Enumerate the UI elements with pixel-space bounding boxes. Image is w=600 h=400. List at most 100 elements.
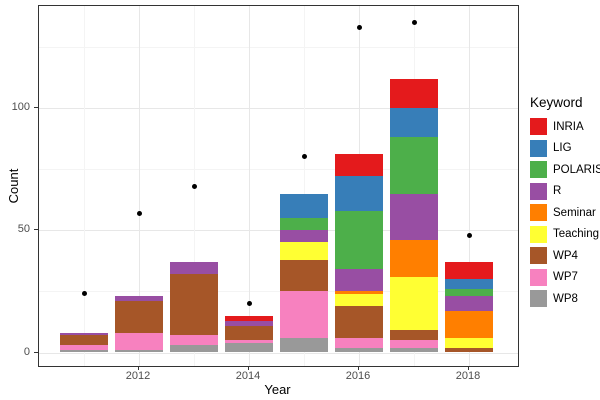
bar-segment-r [60, 332, 108, 336]
x-tick-label: 2012 [125, 370, 151, 382]
bar-segment-seminar [445, 310, 493, 338]
x-axis-title: Year [264, 382, 291, 397]
bar-segment-wp4 [170, 274, 218, 336]
bar-segment-teaching [280, 242, 328, 260]
scatter-dot [466, 232, 472, 238]
bar-segment-wp4 [335, 306, 383, 338]
bar-segment-lig [335, 176, 383, 211]
bar-segment-seminar [335, 291, 383, 294]
bar-segment-inria [335, 154, 383, 177]
legend-item: WP7 [530, 268, 600, 286]
gridline-y-major [39, 108, 518, 109]
scatter-dot [136, 210, 142, 216]
bar-segment-r [445, 296, 493, 311]
bar-segment-wp8 [170, 345, 218, 353]
bar-segment-wp4 [390, 330, 438, 341]
bar-segment-r [225, 320, 273, 326]
plot-panel [38, 5, 519, 367]
y-tick-label: 100 [11, 101, 30, 113]
legend-swatch [530, 268, 547, 286]
bar-segment-wp8 [335, 347, 383, 353]
bar-segment-teaching [445, 337, 493, 348]
bar-segment-lig [445, 279, 493, 289]
scatter-dot [191, 183, 197, 189]
bar-segment-wp7 [280, 291, 328, 338]
bar-segment-inria [445, 262, 493, 280]
legend-item-label: LIG [553, 142, 572, 154]
bar-segment-wp8 [225, 342, 273, 353]
legend-swatch [530, 247, 547, 264]
bar-segment-wp7 [390, 340, 438, 348]
bar-segment-seminar [390, 240, 438, 277]
bar-segment-wp8 [280, 337, 328, 353]
legend-title: Keyword [530, 95, 583, 110]
gridline-y-minor [39, 291, 518, 293]
bar-segment-wp4 [225, 325, 273, 341]
bar-segment-inria [390, 78, 438, 108]
legend-swatch [530, 118, 547, 135]
bar-segment-wp7 [115, 332, 163, 351]
bar-segment-wp4 [60, 335, 108, 346]
x-tick-label: 2018 [455, 370, 481, 382]
bar-segment-teaching [390, 276, 438, 331]
bar-segment-polaris [335, 210, 383, 270]
bar-segment-lig [390, 108, 438, 138]
bar-segment-polaris [445, 288, 493, 297]
bar-segment-r [115, 296, 163, 302]
legend-swatch [530, 204, 547, 221]
bar-segment-inria [225, 315, 273, 321]
legend-item-label: WP8 [553, 292, 578, 305]
legend-items: INRIA LIG POLARIS R Seminar Teaching WP4 WP7 WP8 [530, 118, 600, 307]
y-tick-label: 50 [17, 223, 30, 236]
bar-segment-teaching [335, 293, 383, 307]
legend-item: LIG [530, 139, 600, 157]
x-tick-mark [358, 366, 359, 370]
scatter-dot [356, 24, 362, 30]
legend-item-label: WP7 [553, 271, 578, 283]
scatter-dot [301, 154, 307, 160]
legend-item-label: Teaching [553, 228, 600, 240]
x-tick-mark [138, 366, 139, 370]
legend-item-label: Seminar [553, 206, 596, 219]
gridline-x-minor [84, 6, 85, 366]
x-tick-mark [468, 366, 469, 370]
bar-segment-wp7 [170, 335, 218, 346]
scatter-dot [81, 291, 87, 297]
gridline-y-minor [39, 46, 518, 48]
y-axis-title: Count [6, 168, 21, 204]
legend: Keyword INRIA LIG POLARIS R Seminar Teaching W… [530, 95, 600, 312]
legend-item: INRIA [530, 118, 600, 135]
legend-item: Seminar [530, 204, 600, 221]
legend-item: WP4 [530, 247, 600, 264]
gridline-y-major [39, 352, 518, 354]
legend-item-label: INRIA [553, 120, 584, 133]
bar-segment-wp4 [280, 259, 328, 292]
bar-segment-wp4 [115, 301, 163, 333]
y-tick-label: 0 [23, 345, 30, 358]
bar-segment-r [390, 193, 438, 241]
legend-swatch [530, 161, 547, 178]
legend-item: R [530, 182, 600, 200]
legend-item-label: POLARIS [553, 163, 600, 176]
legend-item: Teaching [530, 225, 600, 243]
bar-segment-r [335, 269, 383, 292]
bar-segment-wp7 [60, 345, 108, 351]
gridline-y-major [39, 230, 518, 232]
y-tick-mark [34, 229, 38, 231]
bar-segment-wp8 [390, 347, 438, 353]
x-tick-label: 2014 [235, 370, 261, 382]
y-tick-mark [34, 107, 38, 108]
bar-segment-wp7 [335, 337, 383, 348]
legend-item: POLARIS [530, 161, 600, 178]
x-tick-mark [248, 366, 249, 370]
bar-segment-polaris [390, 137, 438, 194]
y-tick-mark [34, 351, 38, 353]
legend-item: WP8 [530, 290, 600, 307]
gridline-x-major [139, 6, 140, 366]
bar-segment-wp8 [115, 350, 163, 353]
x-tick-label: 2016 [345, 370, 371, 382]
scatter-dot [411, 19, 417, 25]
gridline-x-major [469, 6, 470, 366]
bar-segment-lig [280, 193, 328, 218]
